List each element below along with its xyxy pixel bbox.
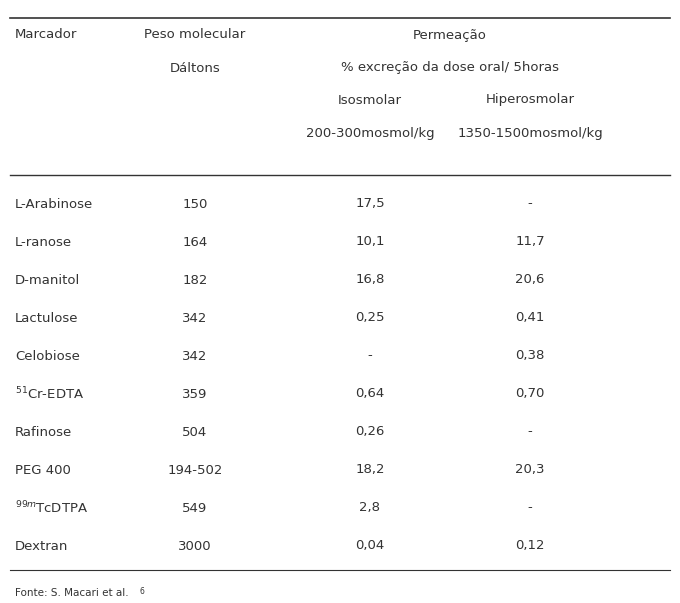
Text: -: - — [368, 350, 373, 362]
Text: 150: 150 — [182, 198, 207, 210]
Text: -: - — [528, 502, 532, 514]
Text: 0,25: 0,25 — [355, 312, 385, 324]
Text: 10,1: 10,1 — [355, 236, 385, 248]
Text: Hiperosmolar: Hiperosmolar — [486, 93, 575, 107]
Text: 2,8: 2,8 — [360, 502, 381, 514]
Text: Dextran: Dextran — [15, 540, 69, 552]
Text: 3000: 3000 — [178, 540, 211, 552]
Text: 17,5: 17,5 — [355, 198, 385, 210]
Text: -: - — [528, 198, 532, 210]
Text: -: - — [528, 426, 532, 438]
Text: L-Arabinose: L-Arabinose — [15, 198, 93, 210]
Text: Lactulose: Lactulose — [15, 312, 78, 324]
Text: Dáltons: Dáltons — [169, 62, 220, 75]
Text: Isosmolar: Isosmolar — [338, 93, 402, 107]
Text: 0,38: 0,38 — [515, 350, 545, 362]
Text: 549: 549 — [182, 502, 207, 514]
Text: 200-300mosmol/kg: 200-300mosmol/kg — [306, 127, 435, 139]
Text: 1350-1500mosmol/kg: 1350-1500mosmol/kg — [457, 127, 603, 139]
Text: 0,04: 0,04 — [356, 540, 385, 552]
Text: 0,41: 0,41 — [515, 312, 545, 324]
Text: 342: 342 — [182, 312, 207, 324]
Text: 20,3: 20,3 — [515, 464, 545, 476]
Text: 6: 6 — [140, 587, 145, 596]
Text: 0,26: 0,26 — [356, 426, 385, 438]
Text: Celobiose: Celobiose — [15, 350, 80, 362]
Text: 20,6: 20,6 — [515, 274, 545, 286]
Text: $^{99m}$TcDTPA: $^{99m}$TcDTPA — [15, 500, 88, 516]
Text: Permeação: Permeação — [413, 28, 487, 42]
Text: Peso molecular: Peso molecular — [144, 28, 245, 42]
Text: 16,8: 16,8 — [356, 274, 385, 286]
Text: 0,12: 0,12 — [515, 540, 545, 552]
Text: Marcador: Marcador — [15, 28, 78, 42]
Text: $^{51}$Cr-EDTA: $^{51}$Cr-EDTA — [15, 386, 84, 402]
Text: 0,64: 0,64 — [356, 388, 385, 400]
Text: 182: 182 — [182, 274, 207, 286]
Text: 504: 504 — [182, 426, 207, 438]
Text: Fonte: S. Macari et al.: Fonte: S. Macari et al. — [15, 588, 129, 598]
Text: 194-502: 194-502 — [167, 464, 222, 476]
Text: 342: 342 — [182, 350, 207, 362]
Text: 164: 164 — [182, 236, 207, 248]
Text: % excreção da dose oral/ 5horas: % excreção da dose oral/ 5horas — [341, 62, 559, 75]
Text: D-manitol: D-manitol — [15, 274, 80, 286]
Text: 359: 359 — [182, 388, 207, 400]
Text: 0,70: 0,70 — [515, 388, 545, 400]
Text: PEG 400: PEG 400 — [15, 464, 71, 476]
Text: 11,7: 11,7 — [515, 236, 545, 248]
Text: L-ranose: L-ranose — [15, 236, 72, 248]
Text: Rafinose: Rafinose — [15, 426, 72, 438]
Text: 18,2: 18,2 — [355, 464, 385, 476]
